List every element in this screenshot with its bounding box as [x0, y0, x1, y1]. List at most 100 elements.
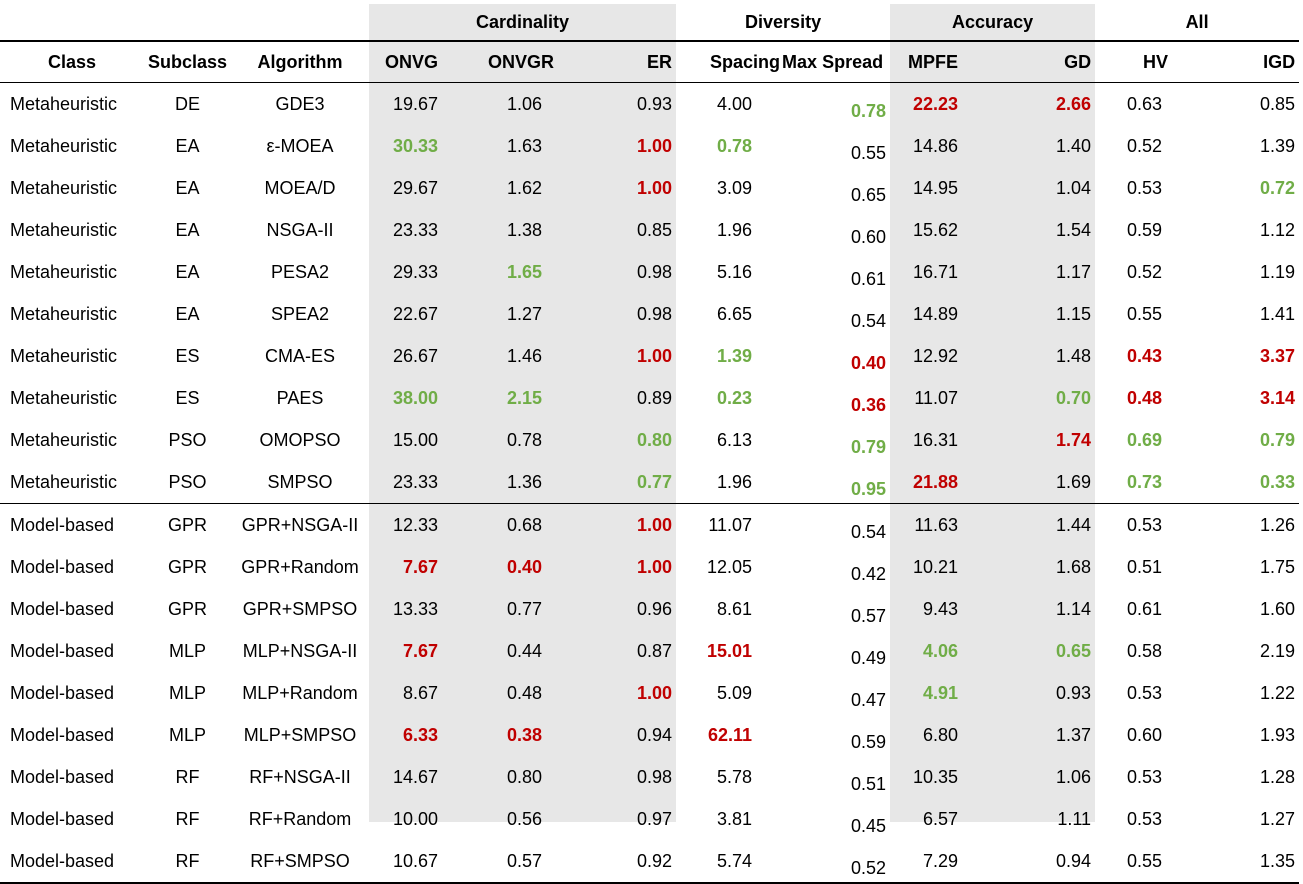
cell-gd: 1.54: [1056, 219, 1092, 240]
cell-max-spread: 0.49: [851, 648, 887, 668]
cell-spacing: 5.16: [717, 261, 753, 282]
cell-gd: 1.37: [1056, 724, 1092, 745]
cell-gd: 1.14: [1056, 598, 1092, 619]
cell-gd: 1.17: [1056, 261, 1092, 282]
cell-subclass: EA: [175, 303, 200, 324]
cell-hv: 0.53: [1127, 766, 1163, 787]
cell-algorithm: MLP+SMPSO: [243, 724, 357, 745]
cell-mpfe: 10.21: [913, 556, 959, 577]
cell-igd: 1.35: [1196, 840, 1300, 884]
cell-onvg: 29.67: [392, 177, 439, 198]
cell-hv: 0.43: [1127, 345, 1163, 366]
cell-algorithm: RF+NSGA-II: [249, 766, 351, 787]
cell-igd: 1.41: [1260, 303, 1296, 324]
cell-onvg: 6.33: [402, 724, 439, 745]
cell-hv: 0.61: [1127, 598, 1163, 619]
cell-spacing: 5.74: [676, 840, 781, 884]
table-row: Metaheuristic EA NSGA-II 23.33 1.38 0.85 1.96 0…: [0, 209, 1299, 251]
cell-algorithm: GPR+SMPSO: [242, 598, 358, 619]
cell-igd: 0.85: [1260, 93, 1296, 114]
cell-onvgr: 0.56: [506, 808, 543, 829]
cell-subclass: RF: [175, 808, 200, 829]
cell-spacing: 6.13: [717, 429, 753, 450]
table-row: Model-based MLP MLP+Random 8.67 0.48 1.00 5.09…: [0, 672, 1299, 714]
cell-max-spread: 0.55: [851, 143, 887, 163]
cell-onvgr: 0.77: [506, 598, 543, 619]
cell-subclass: DE: [174, 93, 200, 114]
cell-algorithm: MLP+NSGA-II: [242, 640, 358, 661]
cell-gd: 1.40: [1056, 135, 1092, 156]
cell-subclass: EA: [175, 177, 200, 198]
cell-igd: 1.28: [1260, 766, 1296, 787]
table-row: Model-based RF RF+SMPSO 10.67 0.57 0.92 5.74 0.…: [0, 840, 1300, 884]
cell-spacing: 3.09: [717, 177, 753, 198]
cell-onvgr: 1.36: [506, 471, 543, 492]
cell-onvg: 15.00: [392, 429, 439, 450]
cell-gd: 2.66: [1056, 93, 1092, 114]
cell-er: 0.85: [637, 219, 673, 240]
col-onvg: ONVG: [385, 51, 439, 72]
table-row: Metaheuristic PSO OMOPSO 15.00 0.78 0.80 6.13 0…: [0, 419, 1299, 461]
cell-onvgr: 0.57: [472, 840, 577, 884]
table-row: Model-based MLP MLP+NSGA-II 7.67 0.44 0.87 15.…: [0, 630, 1299, 672]
cell-hv: 0.53: [1127, 177, 1163, 198]
cell-gd: 0.70: [1056, 387, 1092, 408]
cell-class: Metaheuristic: [10, 93, 118, 114]
cell-class: Model-based: [10, 766, 115, 787]
col-spacing: Spacing: [710, 51, 781, 72]
cell-subclass: EA: [175, 219, 200, 240]
cell-algorithm: NSGA-II: [266, 219, 334, 240]
cell-subclass: PSO: [168, 471, 207, 492]
cell-gd: 1.74: [1056, 429, 1092, 450]
cell-spacing: 6.65: [717, 303, 753, 324]
cell-gd: 1.15: [1056, 303, 1092, 324]
cell-er: 0.97: [637, 808, 673, 829]
cell-hv: 0.59: [1127, 219, 1163, 240]
table-row: Model-based GPR GPR+NSGA-II 12.33 0.68 1.00 11…: [0, 503, 1300, 546]
group-diversity: Diversity: [745, 11, 822, 32]
cell-max-spread: 0.57: [851, 606, 887, 626]
accuracy-band: [890, 4, 1095, 822]
cell-spacing: 5.78: [717, 766, 753, 787]
cell-subclass: EA: [175, 261, 200, 282]
cell-class: Metaheuristic: [10, 219, 118, 240]
cell-algorithm: PESA2: [270, 261, 330, 282]
cell-spacing: 3.81: [717, 808, 753, 829]
cell-onvg: 8.67: [402, 682, 439, 703]
cell-class: Model-based: [0, 840, 144, 884]
cell-class: Metaheuristic: [10, 471, 118, 492]
cell-onvg: 38.00: [392, 387, 439, 408]
cell-onvgr: 0.48: [506, 682, 543, 703]
cell-max-spread: 0.61: [851, 269, 887, 289]
cell-onvgr: 0.80: [506, 766, 543, 787]
cell-er: 0.98: [637, 303, 673, 324]
cell-spacing: 8.61: [717, 598, 753, 619]
cell-algorithm: OMOPSO: [259, 429, 341, 450]
cell-onvg: 14.67: [392, 766, 439, 787]
table-row: Metaheuristic PSO SMPSO 23.33 1.36 0.77 1.96 0.…: [0, 461, 1299, 504]
cell-hv: 0.73: [1127, 471, 1163, 492]
cell-igd: 1.12: [1260, 219, 1296, 240]
table-row: Metaheuristic ES CMA-ES 26.67 1.46 1.00 1.39 0.…: [0, 335, 1299, 377]
table-row: Metaheuristic EA ε-MOEA 30.33 1.63 1.00 0.78 0.…: [0, 125, 1299, 167]
cell-onvgr: 1.46: [506, 345, 543, 366]
cell-class: Metaheuristic: [10, 387, 118, 408]
cell-onvg: 13.33: [392, 598, 439, 619]
cell-spacing: 5.09: [717, 682, 753, 703]
cell-hv: 0.48: [1127, 387, 1163, 408]
col-er: ER: [647, 51, 673, 72]
cell-gd: 1.44: [992, 503, 1096, 546]
cell-class: Metaheuristic: [10, 303, 118, 324]
cell-subclass: GPR: [167, 598, 207, 619]
cell-mpfe: 11.07: [914, 387, 959, 408]
group-all: All: [1185, 11, 1209, 32]
cell-hv: 0.58: [1127, 640, 1163, 661]
cell-onvg: 10.67: [369, 840, 473, 884]
cell-gd: 1.11: [1057, 808, 1092, 829]
cell-mpfe: 6.80: [923, 724, 959, 745]
cell-spacing: 1.39: [717, 345, 753, 366]
cell-er: 0.87: [637, 640, 673, 661]
cell-onvgr: 1.06: [506, 93, 543, 114]
cell-igd: 0.72: [1260, 177, 1296, 198]
cell-subclass: ES: [175, 345, 200, 366]
